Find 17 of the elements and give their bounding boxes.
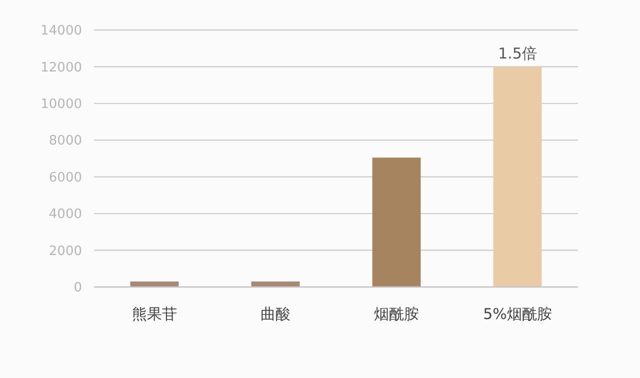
bar bbox=[372, 158, 421, 287]
y-tick-label: 14000 bbox=[40, 24, 82, 39]
annotation: 1.5倍 bbox=[498, 44, 537, 63]
y-tick-label: 0 bbox=[74, 280, 82, 296]
y-tick-label: 12000 bbox=[40, 60, 82, 76]
bar bbox=[251, 281, 300, 287]
x-tick-label: 烟酰胺 bbox=[374, 305, 419, 323]
x-tick-label: 5%烟酰胺 bbox=[483, 305, 552, 323]
x-tick-label: 曲酸 bbox=[260, 305, 290, 323]
y-tick-label: 8000 bbox=[48, 134, 82, 149]
y-tick-label: 6000 bbox=[48, 170, 82, 186]
bar bbox=[493, 66, 542, 287]
y-tick-label: 10000 bbox=[40, 96, 82, 112]
x-tick-label: 熊果苷 bbox=[132, 305, 177, 323]
y-tick-label: 2000 bbox=[48, 244, 82, 259]
y-tick-label: 4000 bbox=[48, 207, 82, 222]
bar bbox=[130, 281, 179, 287]
